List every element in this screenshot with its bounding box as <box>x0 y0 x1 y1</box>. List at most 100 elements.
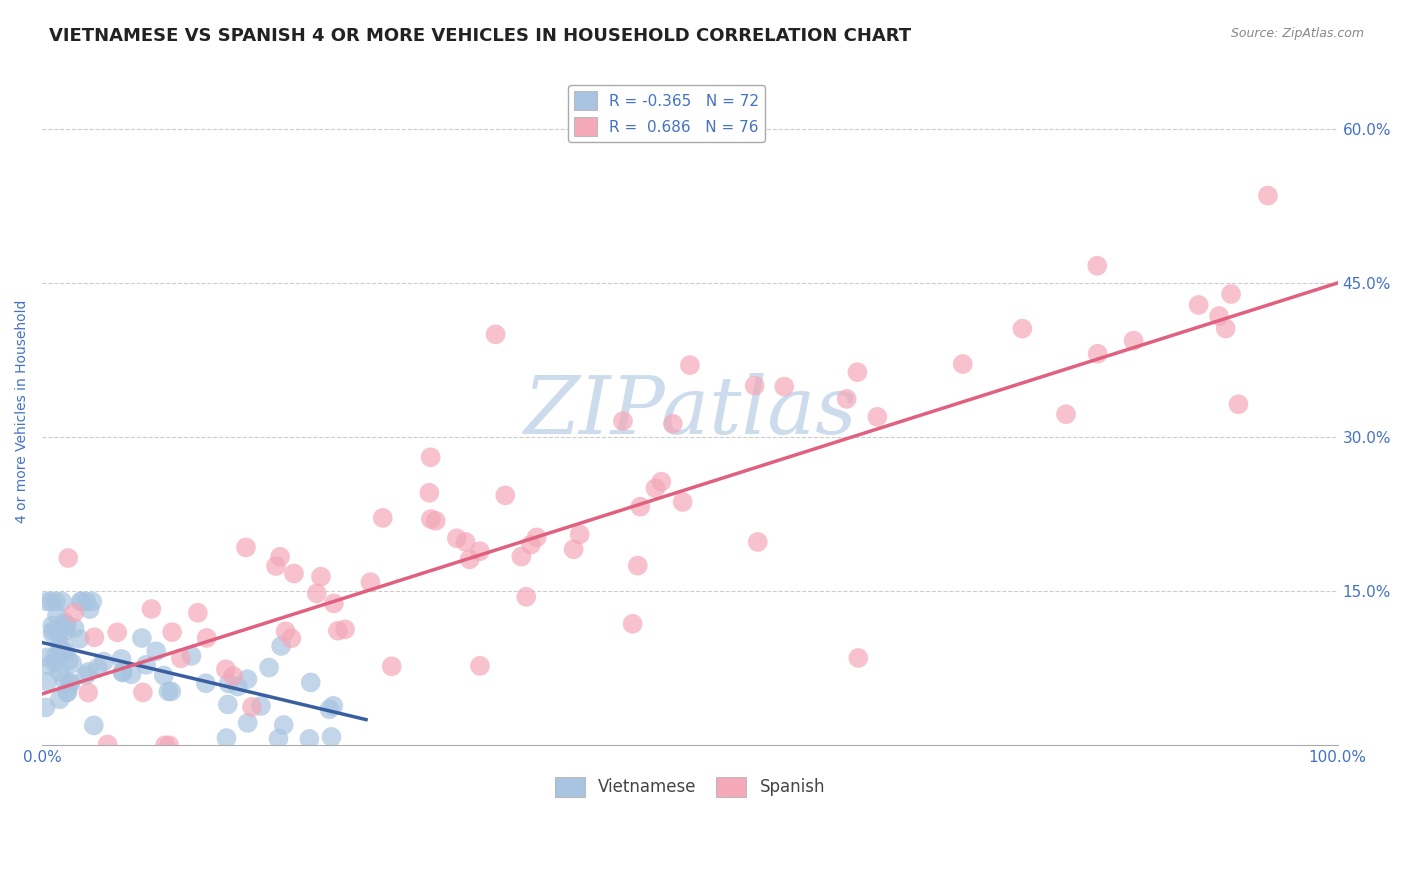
Point <box>510 549 533 564</box>
Point <box>82 594 104 608</box>
Point <box>93 655 115 669</box>
Point <box>298 731 321 746</box>
Point <box>51 594 73 608</box>
Point <box>257 660 280 674</box>
Point <box>305 586 328 600</box>
Point <box>69 632 91 646</box>
Point <box>273 718 295 732</box>
Point <box>846 651 869 665</box>
Point <box>59 676 82 690</box>
Point <box>131 631 153 645</box>
Point <box>747 535 769 549</box>
Point <box>195 631 218 645</box>
Point <box>53 618 76 632</box>
Point <box>835 392 858 406</box>
Point <box>650 475 672 489</box>
Point <box>52 645 75 659</box>
Text: Source: ZipAtlas.com: Source: ZipAtlas.com <box>1230 27 1364 40</box>
Point <box>250 698 273 713</box>
Point <box>97 738 120 752</box>
Point <box>322 698 344 713</box>
Point <box>153 739 176 753</box>
Point <box>63 621 86 635</box>
Point <box>180 648 202 663</box>
Point <box>132 685 155 699</box>
Point <box>215 662 238 676</box>
Point <box>468 544 491 558</box>
Legend: Vietnamese, Spanish: Vietnamese, Spanish <box>548 770 832 804</box>
Point <box>515 590 537 604</box>
Point <box>53 615 76 630</box>
Point <box>644 481 666 495</box>
Point <box>48 665 70 679</box>
Point <box>1215 321 1237 335</box>
Point <box>56 685 79 699</box>
Point <box>425 514 447 528</box>
Text: VIETNAMESE VS SPANISH 4 OR MORE VEHICLES IN HOUSEHOLD CORRELATION CHART: VIETNAMESE VS SPANISH 4 OR MORE VEHICLES… <box>49 27 911 45</box>
Point <box>773 379 796 393</box>
Point <box>56 685 79 699</box>
Point <box>627 558 650 573</box>
Point <box>187 606 209 620</box>
Point <box>235 541 257 555</box>
Point <box>1085 259 1108 273</box>
Y-axis label: 4 or more Vehicles in Household: 4 or more Vehicles in Household <box>15 300 30 523</box>
Point <box>662 417 685 431</box>
Point <box>1087 347 1109 361</box>
Point <box>222 669 245 683</box>
Point <box>75 668 97 682</box>
Point <box>952 357 974 371</box>
Point <box>744 378 766 392</box>
Point <box>42 624 65 638</box>
Point <box>236 672 259 686</box>
Point <box>274 624 297 639</box>
Point <box>418 485 440 500</box>
Point <box>1011 321 1033 335</box>
Point <box>568 527 591 541</box>
Point <box>419 512 441 526</box>
Point <box>46 608 69 623</box>
Point <box>1220 287 1243 301</box>
Point <box>458 552 481 566</box>
Point <box>1188 298 1211 312</box>
Point <box>83 630 105 644</box>
Point <box>526 530 548 544</box>
Point <box>226 680 249 694</box>
Point <box>322 596 344 610</box>
Point <box>55 645 77 659</box>
Point <box>170 651 193 665</box>
Point <box>194 676 217 690</box>
Point <box>215 731 238 745</box>
Point <box>218 676 240 690</box>
Point <box>381 659 404 673</box>
Point <box>35 594 58 608</box>
Point <box>34 700 56 714</box>
Point <box>217 698 239 712</box>
Point <box>49 692 72 706</box>
Point <box>309 569 332 583</box>
Point <box>484 327 506 342</box>
Point <box>520 538 543 552</box>
Point <box>157 684 180 698</box>
Point <box>41 626 63 640</box>
Point <box>371 511 394 525</box>
Point <box>49 640 72 655</box>
Point <box>110 652 132 666</box>
Point <box>75 594 97 608</box>
Point <box>58 654 80 668</box>
Point <box>145 644 167 658</box>
Point <box>672 495 695 509</box>
Point <box>160 625 183 640</box>
Point <box>111 665 134 680</box>
Point <box>359 575 381 590</box>
Point <box>562 542 585 557</box>
Point <box>86 661 108 675</box>
Point <box>44 649 66 664</box>
Point <box>83 718 105 732</box>
Point <box>60 657 83 671</box>
Point <box>283 566 305 581</box>
Point <box>333 622 356 636</box>
Point <box>111 665 134 679</box>
Point <box>1122 334 1144 348</box>
Point <box>105 625 128 640</box>
